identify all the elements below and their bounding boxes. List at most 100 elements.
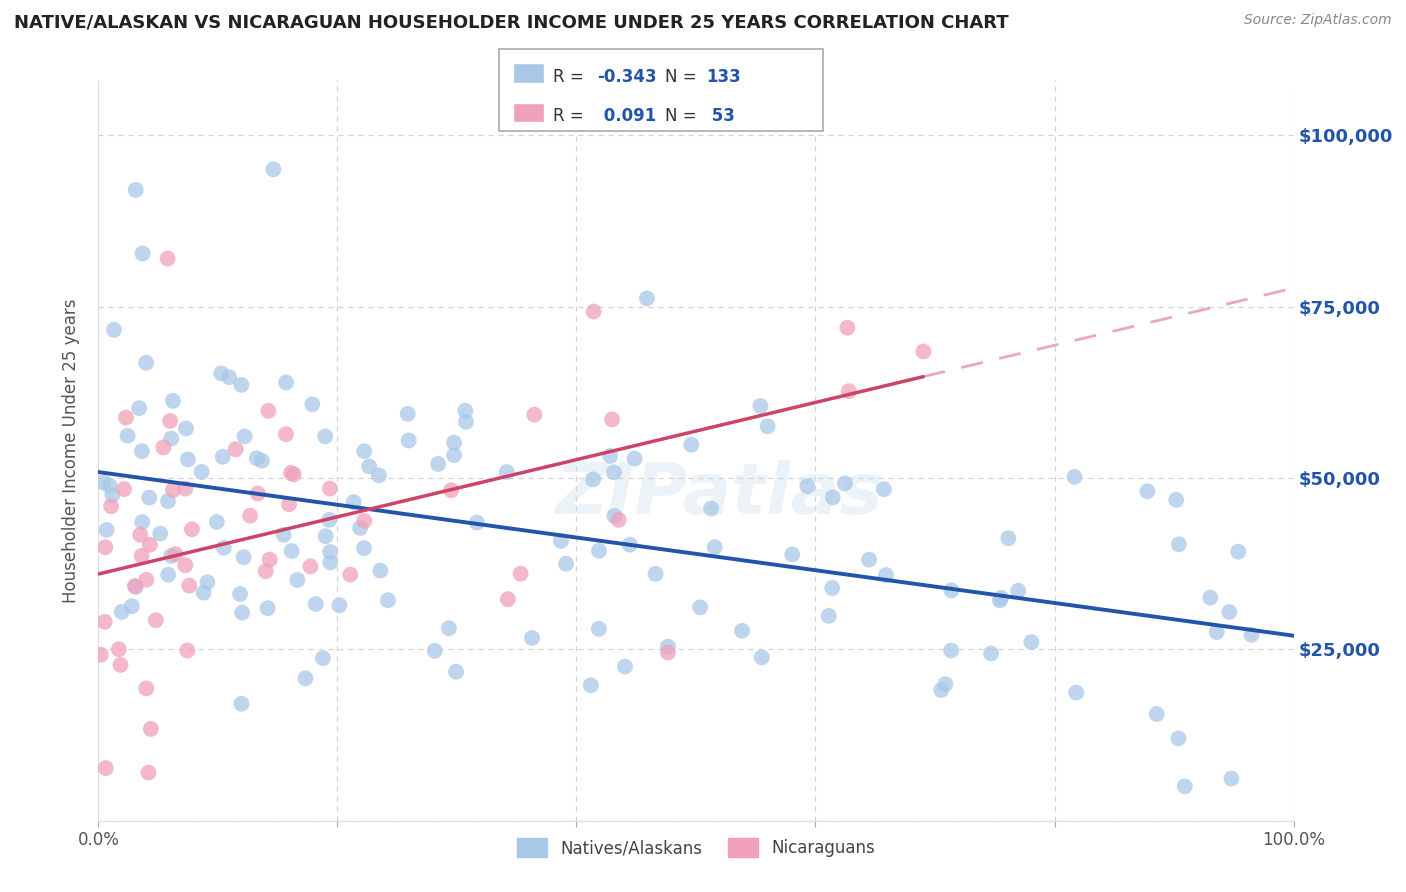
Text: N =: N = (665, 107, 702, 125)
Point (427, 457, 450, 471)
Point (287, 573, 309, 587)
Point (657, 640, 679, 654)
Point (941, 643, 963, 657)
Point (599, 449, 621, 463)
Point (796, 479, 818, 493)
Point (294, 671, 316, 685)
Point (396, 407, 419, 421)
Point (582, 304, 605, 318)
Point (359, 459, 381, 474)
Point (209, 367, 232, 381)
Point (990, 591, 1012, 605)
Point (681, 438, 703, 452)
Point (139, 538, 162, 552)
Point (756, 419, 779, 434)
Text: N =: N = (665, 68, 702, 86)
Point (90, 648, 112, 662)
Point (152, 441, 174, 455)
Point (111, 605, 134, 619)
Point (837, 320, 859, 334)
Point (256, 601, 278, 615)
Point (274, 427, 297, 442)
Point (312, 651, 335, 665)
Point (229, 587, 252, 601)
Point (614, 659, 637, 673)
Point (1007, 583, 1029, 598)
Point (138, 765, 160, 780)
Point (1146, 706, 1168, 721)
Point (160, 549, 183, 563)
Point (156, 252, 179, 266)
Point (368, 564, 391, 578)
Point (139, 722, 162, 736)
Point (280, 466, 302, 480)
Point (301, 397, 323, 411)
Point (319, 545, 342, 559)
Point (177, 452, 200, 467)
Point (1136, 484, 1159, 499)
Point (444, 665, 467, 679)
Point (211, 450, 233, 464)
Point (319, 482, 342, 496)
Point (603, 466, 626, 480)
Point (550, 533, 572, 548)
Point (398, 434, 420, 448)
Text: Source: ZipAtlas.com: Source: ZipAtlas.com (1244, 13, 1392, 28)
Point (174, 482, 197, 496)
Point (454, 403, 477, 417)
Point (314, 429, 336, 443)
Point (231, 697, 253, 711)
Point (1021, 635, 1043, 649)
Point (138, 491, 160, 505)
Point (941, 583, 963, 598)
Point (929, 683, 952, 698)
Point (496, 592, 519, 607)
Point (437, 621, 460, 635)
Point (218, 370, 240, 384)
Point (176, 643, 198, 657)
Point (875, 568, 897, 582)
Point (179, 578, 201, 592)
Point (353, 444, 375, 458)
Text: NATIVE/ALASKAN VS NICARAGUAN HOUSEHOLDER INCOME UNDER 25 YEARS CORRELATION CHART: NATIVE/ALASKAN VS NICARAGUAN HOUSEHOLDER… (14, 13, 1008, 31)
Point (1227, 545, 1250, 559)
Point (157, 494, 180, 508)
Point (231, 378, 253, 392)
Text: R =: R = (553, 68, 589, 86)
Point (343, 495, 366, 509)
Point (749, 399, 772, 413)
Point (619, 538, 641, 552)
Point (135, 681, 157, 696)
Point (94, 761, 117, 775)
Point (259, 552, 281, 566)
Point (751, 650, 773, 665)
Point (318, 513, 340, 527)
Point (873, 482, 896, 496)
Point (129, 528, 152, 542)
Point (246, 451, 269, 466)
Point (100, 500, 122, 514)
Point (131, 246, 153, 260)
Point (821, 491, 844, 505)
Point (205, 515, 228, 529)
Point (181, 522, 204, 536)
Text: ZIPatlas: ZIPatlas (557, 460, 883, 529)
Point (703, 540, 725, 554)
Point (112, 482, 135, 496)
Point (174, 558, 197, 573)
Point (454, 415, 477, 429)
Point (443, 448, 465, 462)
Point (283, 467, 305, 482)
Point (1205, 625, 1227, 640)
Point (377, 593, 399, 607)
Point (149, 526, 172, 541)
Point (657, 646, 679, 660)
Point (174, 421, 197, 435)
Point (280, 544, 302, 558)
Text: 133: 133 (706, 68, 741, 86)
Point (423, 644, 446, 658)
Point (368, 468, 391, 483)
Point (157, 567, 180, 582)
Point (193, 585, 215, 599)
Point (912, 344, 935, 359)
